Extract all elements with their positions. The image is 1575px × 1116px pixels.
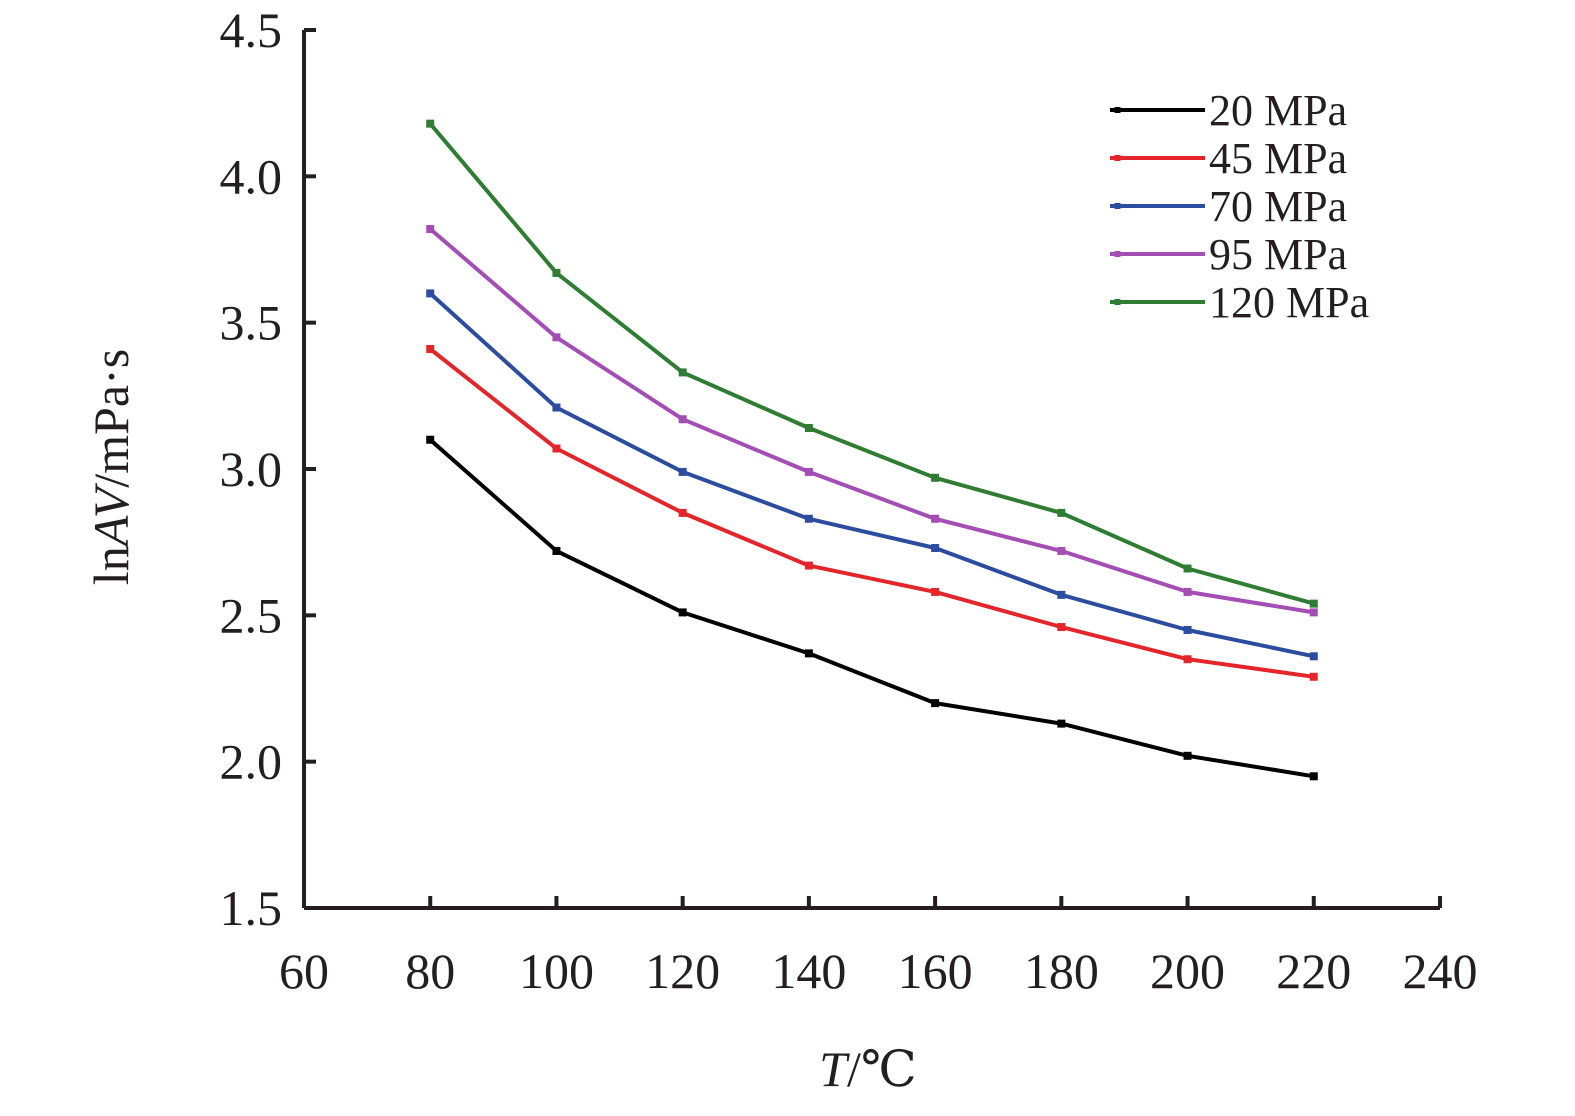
series-layer	[426, 119, 1318, 781]
data-point	[678, 467, 687, 476]
data-point	[1057, 719, 1066, 728]
data-point	[1057, 508, 1066, 517]
data-point	[804, 424, 813, 433]
data-point	[426, 119, 435, 128]
legend-marker	[1114, 155, 1121, 161]
data-point	[1183, 655, 1192, 664]
axis-titles: T/℃ lnAV/mPa·s	[83, 349, 917, 1097]
y-axis-title-prefix: ln	[83, 546, 139, 585]
data-point	[931, 699, 940, 708]
data-point	[552, 403, 561, 412]
y-tick-label: 3.5	[220, 295, 283, 351]
x-axis-title-italic: T	[819, 1041, 850, 1097]
data-point	[1183, 751, 1192, 760]
data-point	[1057, 590, 1066, 599]
data-point	[1057, 623, 1066, 632]
data-point	[426, 435, 435, 444]
data-point	[804, 467, 813, 476]
series-2	[426, 289, 1318, 661]
data-point	[1183, 625, 1192, 634]
legend-marker	[1114, 203, 1121, 209]
legend-label: 95 MPa	[1209, 230, 1347, 279]
legend-label: 70 MPa	[1209, 182, 1347, 231]
data-point	[552, 333, 561, 342]
series-0	[426, 435, 1318, 781]
data-point	[426, 225, 435, 234]
y-tick-label: 4.0	[220, 148, 283, 204]
series-4	[426, 119, 1318, 608]
data-point	[678, 415, 687, 424]
data-point	[1309, 652, 1318, 661]
data-point	[1309, 772, 1318, 781]
series-line	[428, 227, 1315, 615]
data-point	[678, 608, 687, 617]
x-tick-label: 160	[898, 943, 973, 999]
data-point	[931, 514, 940, 523]
data-point	[931, 473, 940, 482]
data-point	[804, 514, 813, 523]
legend-marker	[1114, 107, 1121, 113]
data-point	[1057, 546, 1066, 555]
data-point	[931, 544, 940, 553]
series-line	[428, 438, 1315, 779]
data-point	[552, 268, 561, 277]
series-3	[426, 225, 1318, 617]
data-point	[426, 289, 435, 298]
data-point	[804, 561, 813, 570]
data-point	[1309, 672, 1318, 681]
x-axis-title-rest: /℃	[847, 1041, 917, 1097]
legend-item: 95 MPa	[1110, 230, 1347, 279]
legend-item: 20 MPa	[1110, 86, 1347, 135]
x-tick-label: 240	[1403, 943, 1478, 999]
data-point	[804, 649, 813, 658]
x-tick-label: 100	[519, 943, 594, 999]
legend-item: 120 MPa	[1110, 278, 1369, 327]
series-1	[426, 345, 1318, 681]
legend-marker	[1114, 299, 1121, 305]
data-point	[426, 345, 435, 354]
y-tick-label: 3.0	[220, 441, 283, 497]
y-tick-label: 4.5	[220, 2, 283, 58]
data-point	[1183, 564, 1192, 573]
data-point	[931, 587, 940, 596]
legend-item: 45 MPa	[1110, 134, 1347, 183]
data-point	[552, 546, 561, 555]
legend-marker	[1114, 251, 1121, 257]
legend-label: 120 MPa	[1209, 278, 1369, 327]
x-tick-label: 120	[645, 943, 720, 999]
x-tick-label: 180	[1024, 943, 1099, 999]
data-point	[1183, 587, 1192, 596]
legend-label: 45 MPa	[1209, 134, 1347, 183]
y-axis-title-italic: AV	[83, 482, 139, 549]
series-line	[428, 291, 1315, 659]
x-axis-title: T/℃	[819, 1041, 917, 1097]
x-tick-label: 80	[405, 943, 455, 999]
y-tick-label: 2.0	[220, 734, 283, 790]
data-point	[1309, 608, 1318, 617]
legend-item: 70 MPa	[1110, 182, 1347, 231]
data-point	[552, 444, 561, 453]
axes: 1.5 2.0 2.5 3.0 3.5 4.0 4.5 60 80 100 120 140 160 180…	[220, 2, 1478, 999]
series-line	[428, 347, 1315, 679]
x-tick-label: 140	[771, 943, 846, 999]
series-line	[428, 122, 1315, 606]
data-point	[678, 368, 687, 377]
x-tick-label: 200	[1150, 943, 1225, 999]
y-axis-title-suffix: /mPa·s	[83, 349, 139, 488]
legend-label: 20 MPa	[1209, 86, 1347, 135]
y-axis-title: lnAV/mPa·s	[83, 349, 139, 585]
data-point	[1309, 599, 1318, 608]
x-tick-label: 220	[1276, 943, 1351, 999]
y-tick-label: 2.5	[220, 587, 283, 643]
data-point	[678, 508, 687, 517]
x-tick-label: 60	[279, 943, 329, 999]
y-tick-label: 1.5	[220, 880, 283, 936]
